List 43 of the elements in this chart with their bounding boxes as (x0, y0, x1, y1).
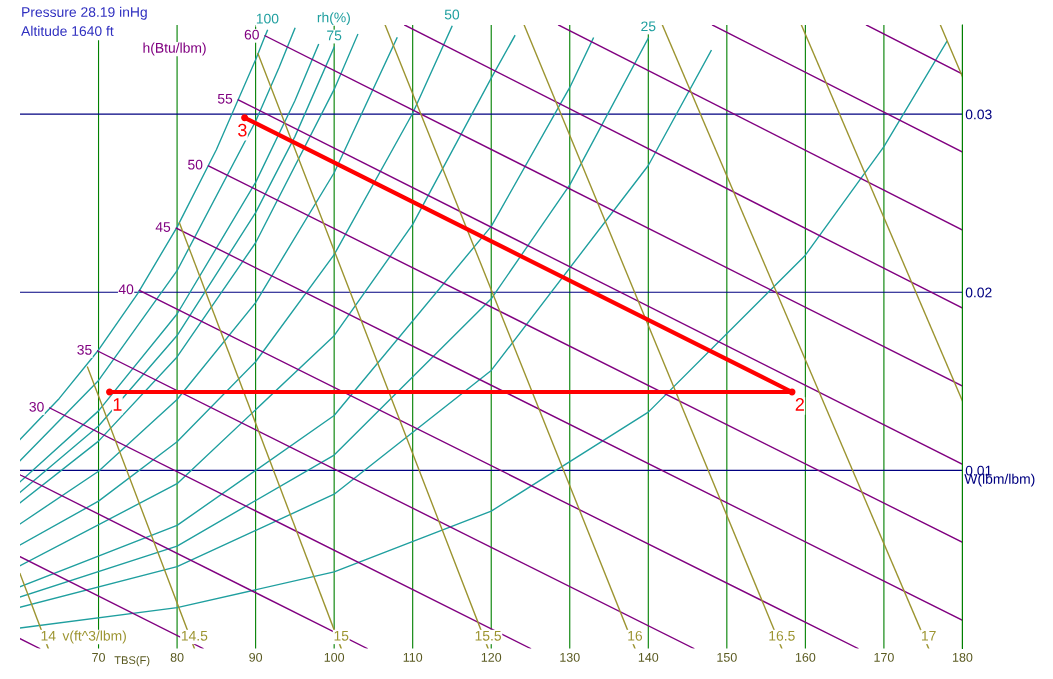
series-label: 15 (334, 631, 349, 641)
x-tick-label: 100 (324, 652, 345, 662)
x-tick-label: 80 (170, 652, 184, 662)
series-label: 55 (217, 93, 233, 104)
annotation: 3 (238, 123, 247, 137)
chart-title: Pressure 28.19 inHg (22, 6, 147, 20)
x-tick-label: 170 (874, 652, 894, 662)
annotation: v(ft^3/lbm) (62, 630, 126, 644)
series-label: 14 (41, 631, 56, 641)
series-label: 45 (155, 222, 171, 232)
series-label: 50 (188, 159, 203, 170)
annotation: h(Btu/lbm) (143, 42, 206, 56)
annotation: 1 (113, 398, 122, 411)
text: rh(%) (317, 12, 350, 26)
series-label: 30 (29, 401, 44, 412)
x-tick-label: 160 (795, 652, 816, 662)
series-label: 14.5 (181, 631, 208, 641)
x-axis-title: TBS(F) (114, 655, 150, 667)
series-label: 17 (922, 631, 936, 641)
line-series (20, 40, 948, 629)
series-label: 50 (444, 9, 460, 20)
series-label: 75 (327, 30, 342, 41)
series-label: 100 (256, 13, 279, 24)
series-label: 15.5 (475, 631, 502, 641)
x-tick-label: 110 (403, 652, 423, 662)
x-tick-label: 90 (249, 652, 263, 662)
x-tick-label: 150 (717, 652, 737, 662)
x-tick-label: 130 (560, 652, 580, 662)
series-label: 16 (628, 630, 643, 641)
chart-subtitle: Altitude 1640 ft (21, 25, 114, 36)
x-tick-label: 70 (92, 652, 106, 662)
annotation: 2 (795, 398, 804, 411)
y-tick-label: 0.03 (965, 109, 992, 120)
x-tick-label: 180 (952, 652, 973, 662)
series-label: 16.5 (769, 630, 795, 641)
series-label: 40 (118, 284, 134, 295)
line-series (20, 25, 453, 546)
series-label: 35 (77, 344, 92, 355)
x-tick-label: 140 (638, 652, 659, 662)
series-label: 60 (244, 29, 259, 40)
y-tick-label: 0.02 (965, 287, 992, 298)
series-label: 25 (641, 21, 656, 32)
x-tick-label: 120 (481, 652, 502, 662)
